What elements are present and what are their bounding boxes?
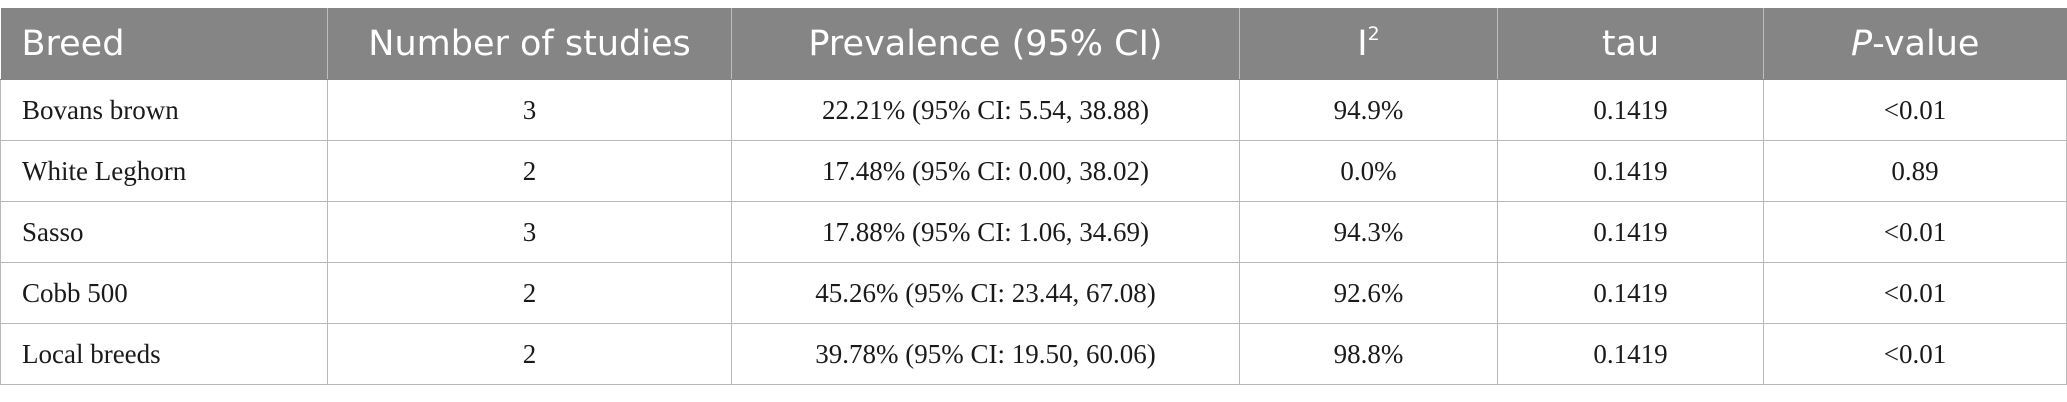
cell-p-value: 0.89 — [1763, 140, 2067, 202]
header-i-squared-superscript: 2 — [1367, 23, 1380, 45]
cell-studies: 2 — [327, 323, 732, 385]
cell-prevalence: 22.21% (95% CI: 5.54, 38.88) — [731, 79, 1240, 141]
cell-tau: 0.1419 — [1497, 79, 1764, 141]
cell-studies: 2 — [327, 140, 732, 202]
cell-i-squared: 98.8% — [1239, 323, 1498, 385]
table-header: Breed Number of studies Prevalence (95% … — [0, 8, 2067, 80]
header-p-value: P-value — [1763, 8, 2067, 80]
header-tau: tau — [1497, 8, 1764, 80]
table-row: Local breeds 2 39.78% (95% CI: 19.50, 60… — [0, 323, 2067, 385]
cell-prevalence: 45.26% (95% CI: 23.44, 67.08) — [731, 262, 1240, 324]
cell-tau: 0.1419 — [1497, 201, 1764, 263]
cell-p-value: <0.01 — [1763, 323, 2067, 385]
cell-tau: 0.1419 — [1497, 140, 1764, 202]
cell-breed: Bovans brown — [0, 79, 328, 141]
cell-studies: 2 — [327, 262, 732, 324]
table-body: Bovans brown 3 22.21% (95% CI: 5.54, 38.… — [0, 79, 2067, 385]
cell-tau: 0.1419 — [1497, 262, 1764, 324]
table-row: Sasso 3 17.88% (95% CI: 1.06, 34.69) 94.… — [0, 201, 2067, 263]
cell-i-squared: 94.9% — [1239, 79, 1498, 141]
header-i-squared-base: I — [1357, 24, 1368, 64]
cell-breed: White Leghorn — [0, 140, 328, 202]
cell-i-squared: 94.3% — [1239, 201, 1498, 263]
cell-prevalence: 39.78% (95% CI: 19.50, 60.06) — [731, 323, 1240, 385]
cell-studies: 3 — [327, 79, 732, 141]
cell-prevalence: 17.88% (95% CI: 1.06, 34.69) — [731, 201, 1240, 263]
prevalence-table-container: Breed Number of studies Prevalence (95% … — [0, 8, 2067, 385]
cell-tau: 0.1419 — [1497, 323, 1764, 385]
header-number-of-studies: Number of studies — [327, 8, 732, 80]
header-p-italic: P — [1851, 24, 1873, 64]
cell-i-squared: 0.0% — [1239, 140, 1498, 202]
table-row: Cobb 500 2 45.26% (95% CI: 23.44, 67.08)… — [0, 262, 2067, 324]
cell-p-value: <0.01 — [1763, 262, 2067, 324]
cell-breed: Local breeds — [0, 323, 328, 385]
cell-breed: Cobb 500 — [0, 262, 328, 324]
cell-breed: Sasso — [0, 201, 328, 263]
header-prevalence: Prevalence (95% CI) — [731, 8, 1240, 80]
cell-prevalence: 17.48% (95% CI: 0.00, 38.02) — [731, 140, 1240, 202]
header-i-squared: I2 — [1239, 8, 1498, 80]
table-row: White Leghorn 2 17.48% (95% CI: 0.00, 38… — [0, 140, 2067, 202]
header-row: Breed Number of studies Prevalence (95% … — [0, 8, 2067, 80]
prevalence-by-breed-table: Breed Number of studies Prevalence (95% … — [0, 8, 2067, 385]
cell-studies: 3 — [327, 201, 732, 263]
cell-p-value: <0.01 — [1763, 201, 2067, 263]
header-breed: Breed — [0, 8, 328, 80]
cell-p-value: <0.01 — [1763, 79, 2067, 141]
cell-i-squared: 92.6% — [1239, 262, 1498, 324]
header-p-rest: -value — [1872, 24, 1980, 64]
table-row: Bovans brown 3 22.21% (95% CI: 5.54, 38.… — [0, 79, 2067, 141]
